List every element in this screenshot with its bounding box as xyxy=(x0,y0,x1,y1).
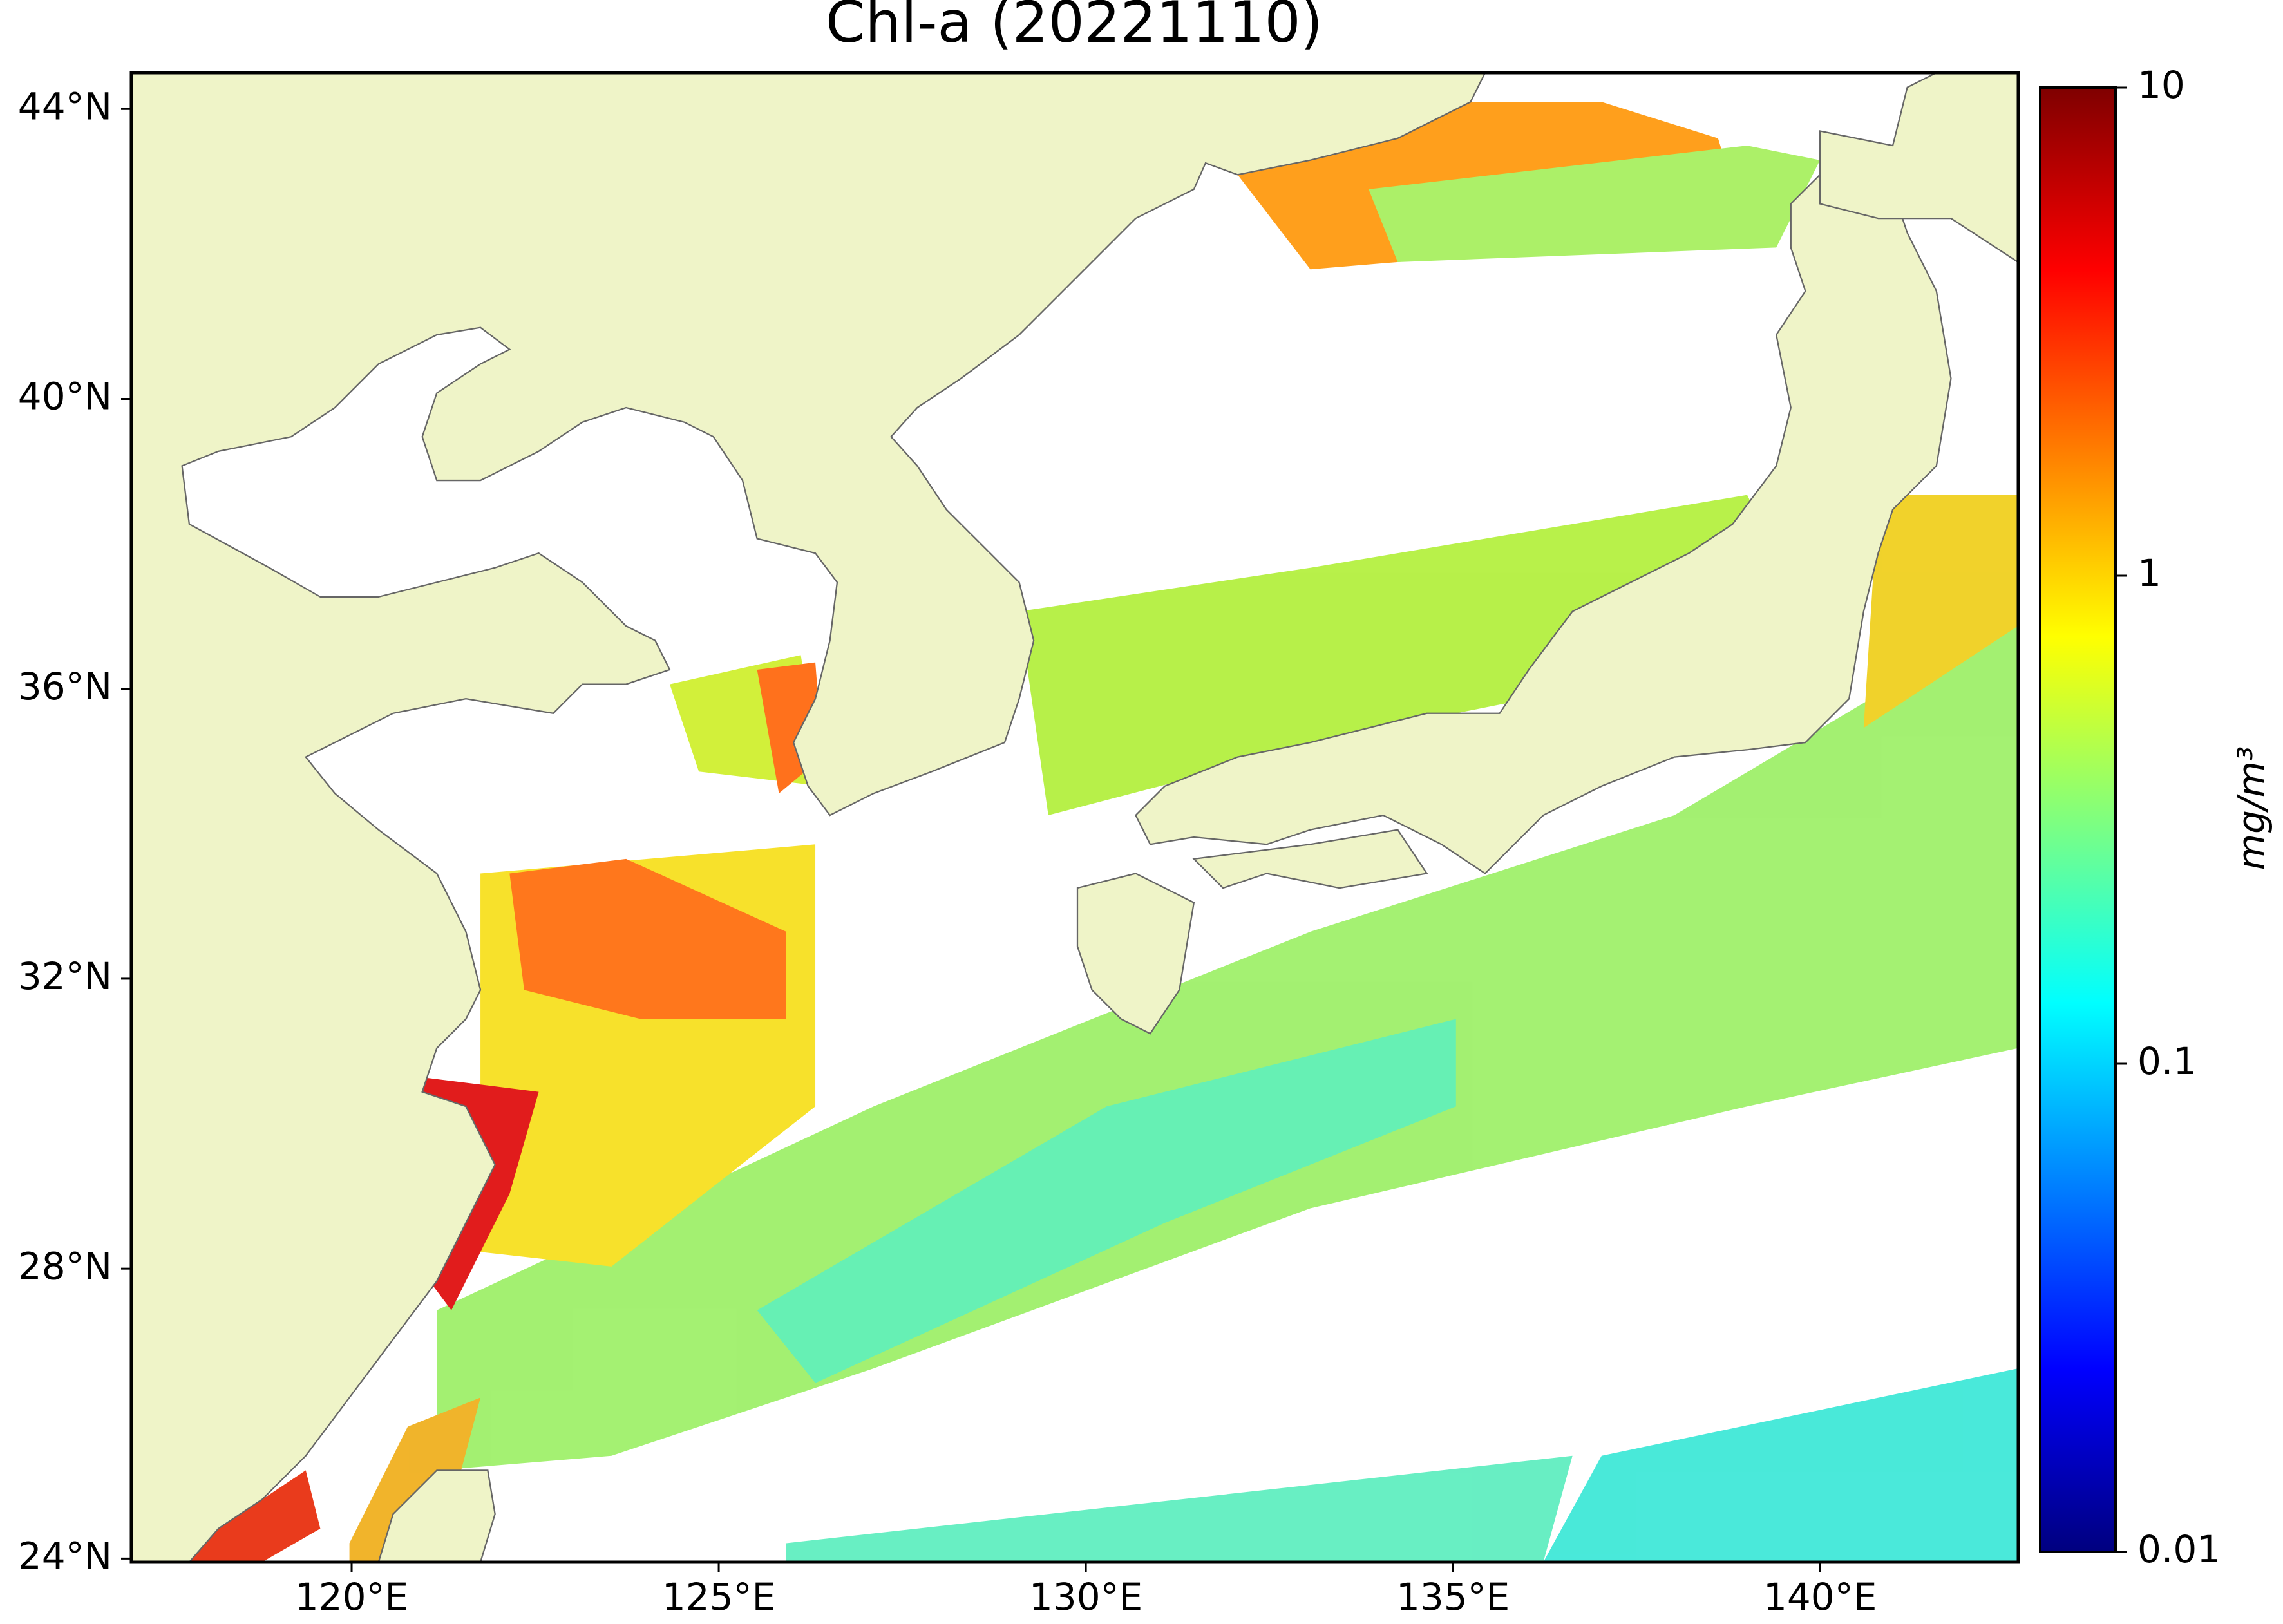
colorbar-label: mg/m³ xyxy=(2230,746,2273,871)
map-title: Chl-a (20221110) xyxy=(826,0,1323,55)
x-tick-label: 120°E xyxy=(295,1575,408,1619)
land xyxy=(1076,873,1195,1035)
map-area xyxy=(131,73,2018,1562)
y-tick-label: 24°N xyxy=(18,1534,112,1578)
y-tick-label: 44°N xyxy=(18,84,112,128)
colorbar xyxy=(2039,86,2117,1553)
x-tick-label: 125°E xyxy=(662,1575,775,1619)
chl-area xyxy=(1863,495,2018,728)
chl-area xyxy=(189,1470,321,1562)
chl-area xyxy=(1543,1368,2018,1562)
chl-area xyxy=(1369,146,1820,262)
x-tick-label: 140°E xyxy=(1763,1575,1877,1619)
map-frame xyxy=(129,71,2020,1564)
colorbar-tick-label: 10 xyxy=(2137,63,2185,107)
land xyxy=(377,1469,496,1562)
y-tick-label: 32°N xyxy=(18,954,112,998)
y-tick-label: 28°N xyxy=(18,1244,112,1288)
land xyxy=(1819,73,2018,263)
chl-area xyxy=(786,1455,1573,1562)
colorbar-tick-label: 0.1 xyxy=(2137,1039,2197,1083)
chl-area xyxy=(509,858,786,1019)
colorbar-tick-label: 0.01 xyxy=(2137,1527,2221,1571)
x-tick-label: 130°E xyxy=(1029,1575,1142,1619)
chl-area xyxy=(757,1019,1456,1383)
y-tick-label: 40°N xyxy=(18,375,112,419)
land xyxy=(1135,174,1952,874)
chl-area xyxy=(437,611,2018,1471)
colorbar-tick-label: 1 xyxy=(2137,551,2161,595)
x-tick-label: 135°E xyxy=(1396,1575,1510,1619)
chl-area xyxy=(1019,495,1820,816)
y-tick-label: 36°N xyxy=(18,665,112,708)
land xyxy=(1192,829,1428,889)
land xyxy=(131,73,1486,1562)
